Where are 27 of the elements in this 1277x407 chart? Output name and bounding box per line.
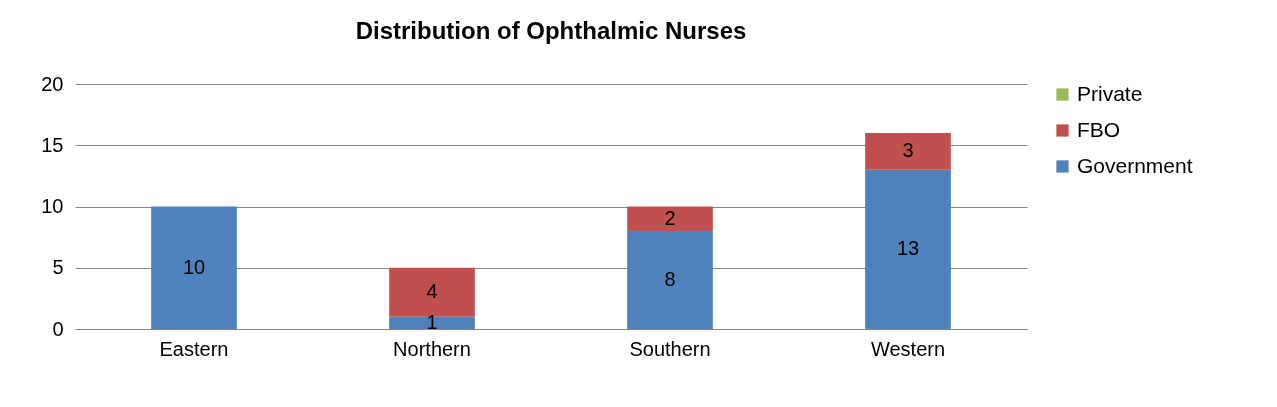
bar [865, 133, 951, 170]
y-tick-label: 10 [41, 195, 64, 217]
x-tick-label: Southern [629, 337, 711, 360]
chart-title: Distribution of Ophthalmic Nurses [355, 17, 747, 44]
y-tick-label: 20 [41, 72, 64, 95]
data-label: 2 [664, 206, 676, 229]
y-tick-label: 5 [52, 256, 64, 279]
legend-label: Private [1077, 81, 1143, 105]
legend-label: FBO [1077, 117, 1121, 141]
bar [389, 267, 475, 317]
legend-label: Government [1077, 153, 1193, 177]
bar [627, 206, 713, 231]
x-tick-label: Eastern [159, 337, 229, 360]
data-label: 4 [426, 280, 438, 303]
bar [389, 316, 475, 329]
y-tick-label: 15 [41, 133, 64, 156]
data-label: 10 [182, 255, 206, 278]
bar [627, 231, 713, 329]
x-tick-label: Northern [393, 337, 471, 360]
data-label: 3 [902, 139, 914, 162]
bar [151, 206, 237, 329]
data-label: 13 [896, 237, 920, 260]
x-tick-label: Western [870, 337, 946, 360]
y-tick-label: 0 [52, 317, 64, 340]
bar [865, 169, 951, 329]
data-label: 8 [664, 268, 676, 290]
data-label: 1 [426, 310, 438, 333]
